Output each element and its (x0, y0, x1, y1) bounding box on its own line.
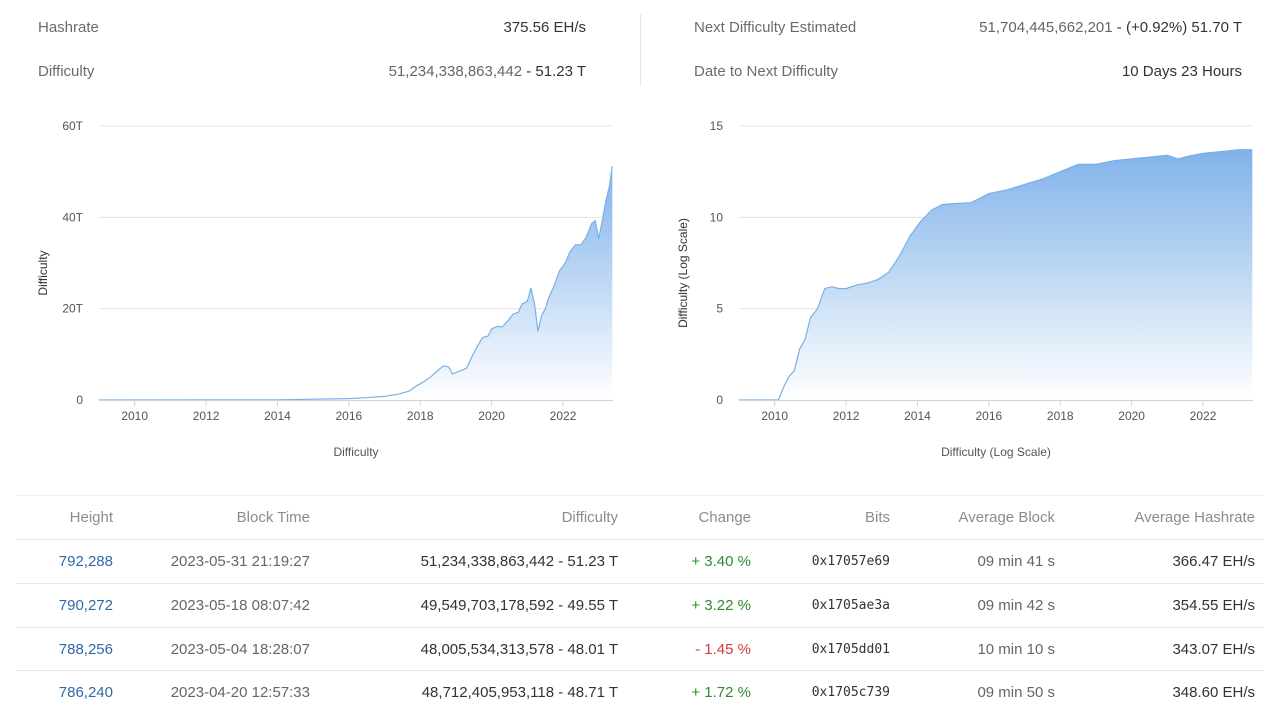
table-row: 788,256 2023-05-04 18:28:07 48,005,534,313… (16, 626, 1264, 671)
header-height[interactable]: Height (69, 509, 113, 526)
change-cell: - 1.45 % (695, 640, 751, 658)
series-line (98, 166, 613, 401)
difficulty-cell: 48,005,534,313,578 - 48.01 T (420, 640, 618, 658)
header-average-hashrate[interactable]: Average Hashrate (1134, 509, 1255, 526)
x-tick-label: 2012 (833, 409, 860, 423)
difficulty-cell: 48,712,405,953,118 - 48.71 T (421, 684, 618, 702)
block-time-cell: 2023-05-04 18:28:07 (170, 640, 310, 658)
hashrate-row: Hashrate 375.56 EH/s (38, 16, 586, 40)
hashrate-label: Hashrate (38, 19, 99, 36)
next-difficulty-value-suffix: - (+0.92%) 51.70 T (1112, 19, 1242, 36)
stats-divider (640, 14, 641, 86)
average-hashrate-cell: 354.55 EH/s (1172, 596, 1255, 614)
x-tick-label: 2020 (478, 409, 505, 423)
table-row: 790,272 2023-05-18 08:07:42 49,549,703,178… (16, 582, 1264, 627)
header-difficulty[interactable]: Difficulty (561, 509, 618, 526)
block-time-cell: 2023-05-18 08:07:42 (170, 596, 310, 614)
network-stats-right: Next Difficulty Estimated 51,704,445,662… (694, 0, 1242, 100)
area-fill (739, 149, 1253, 400)
x-tick-label: 2014 (264, 409, 291, 423)
x-tick-label: 2010 (121, 409, 148, 423)
bits-cell: 0x1705dd01 (811, 641, 890, 657)
x-tick-label: 2022 (550, 409, 577, 423)
block-height-cell: 788,256 (59, 628, 113, 671)
header-change[interactable]: Change (698, 509, 751, 526)
difficulty-chart-svg: 0 20T 40T 60T 2010 2012 2014 2016 2018 2020 2022 Di… (36, 119, 613, 459)
y-tick-label: 0 (76, 393, 83, 407)
difficulty-history-table: Height Block Time Difficulty Change Bits… (16, 495, 1264, 714)
x-tick-label: 2010 (761, 409, 788, 423)
y-tick-label: 40T (62, 210, 83, 224)
table-header-row: Height Block Time Difficulty Change Bits… (16, 495, 1264, 539)
x-tick-label: 2016 (336, 409, 363, 423)
difficulty-value-main: 51,234,338,863,442 (388, 63, 523, 80)
block-height-link[interactable]: 788,256 (58, 640, 113, 658)
block-height-link[interactable]: 792,288 (58, 553, 113, 570)
header-bits[interactable]: Bits (864, 509, 890, 526)
change-cell: + 3.40 % (691, 553, 751, 570)
next-difficulty-row: Next Difficulty Estimated 51,704,445,662… (694, 16, 1242, 40)
difficulty-cell: 51,234,338,863,442 - 51.23 T (420, 553, 618, 570)
y-tick-label: 15 (710, 119, 724, 133)
average-block-cell: 09 min 50 s (977, 684, 1055, 702)
difficulty-value: 51,234,338,863,442 - 51.23 T (389, 60, 586, 84)
series-line (739, 149, 1253, 401)
difficulty-value-suffix: - 51.23 T (522, 63, 586, 80)
average-block-cell: 09 min 41 s (977, 553, 1055, 570)
change-cell: + 3.22 % (691, 596, 751, 614)
area-fill (99, 166, 613, 400)
y-tick-label: 5 (716, 302, 723, 316)
average-hashrate-cell: 343.07 EH/s (1172, 640, 1255, 658)
hashrate-value: 375.56 EH/s (503, 19, 586, 36)
y-tick-label: 10 (710, 210, 724, 224)
bits-cell: 0x1705ae3a (811, 597, 890, 613)
x-tick-label: 2018 (407, 409, 434, 423)
block-height-link[interactable]: 790,272 (58, 596, 113, 614)
average-hashrate-cell: 366.47 EH/s (1172, 553, 1255, 570)
difficulty-label: Difficulty (38, 63, 95, 80)
network-stats-left: Hashrate 375.56 EH/s Difficulty 51,234,3… (38, 0, 586, 100)
y-axis-title: Difficulty (Log Scale) (676, 218, 690, 328)
table-body: 792,288 2023-05-31 21:19:27 51,234,338,863… (16, 539, 1264, 714)
difficulty-log-chart: 0 5 10 15 2010 2012 2014 2016 2018 2020 2022 Diffic… (650, 105, 1270, 475)
x-tick-label: 2020 (1118, 409, 1145, 423)
next-difficulty-date-row: Date to Next Difficulty 10 Days 23 Hours (694, 60, 1242, 84)
change-cell: + 1.72 % (691, 684, 751, 702)
bits-cell: 0x1705c739 (811, 685, 890, 701)
y-tick-label: 0 (716, 393, 723, 407)
table-row: 786,240 2023-04-20 12:57:33 48,712,405,953… (16, 670, 1264, 714)
header-block-time[interactable]: Block Time (236, 509, 310, 526)
block-height-cell: 792,288 (59, 540, 113, 583)
average-block-cell: 09 min 42 s (977, 596, 1055, 614)
x-tick-label: 2012 (193, 409, 220, 423)
next-difficulty-value: 51,704,445,662,201 - (+0.92%) 51.70 T (979, 16, 1242, 40)
y-tick-label: 20T (62, 302, 83, 316)
difficulty-cell: 49,549,703,178,592 - 49.55 T (420, 596, 618, 614)
difficulty-log-chart-svg: 0 5 10 15 2010 2012 2014 2016 2018 2020 2022 Diffic… (676, 119, 1253, 459)
next-difficulty-date-label: Date to Next Difficulty (694, 63, 838, 80)
table-row: 792,288 2023-05-31 21:19:27 51,234,338,863… (16, 539, 1264, 583)
y-axis-title: Difficulty (36, 250, 50, 295)
block-height-link[interactable]: 786,240 (58, 684, 113, 702)
average-block-cell: 10 min 10 s (977, 640, 1055, 658)
difficulty-chart: 0 20T 40T 60T 2010 2012 2014 2016 2018 2020 2022 Di… (10, 105, 630, 475)
x-tick-label: 2016 (976, 409, 1003, 423)
header-average-block[interactable]: Average Block (958, 509, 1055, 526)
x-axis-title: Difficulty (333, 445, 378, 459)
x-tick-label: 2022 (1190, 409, 1217, 423)
x-tick-label: 2014 (904, 409, 931, 423)
block-height-cell: 790,272 (59, 584, 113, 627)
x-tick-label: 2018 (1047, 409, 1074, 423)
next-difficulty-date-value: 10 Days 23 Hours (1121, 63, 1242, 80)
average-hashrate-cell: 348.60 EH/s (1172, 684, 1255, 702)
next-difficulty-value-main: 51,704,445,662,201 (979, 19, 1113, 36)
next-difficulty-label: Next Difficulty Estimated (694, 19, 857, 36)
bits-cell: 0x17057e69 (811, 554, 890, 569)
y-tick-label: 60T (62, 119, 83, 133)
block-time-cell: 2023-05-31 21:19:27 (170, 553, 310, 570)
block-height-cell: 786,240 (59, 671, 113, 714)
x-axis-title: Difficulty (Log Scale) (941, 445, 1051, 459)
difficulty-row: Difficulty 51,234,338,863,442 - 51.23 T (38, 60, 586, 84)
block-time-cell: 2023-04-20 12:57:33 (170, 684, 310, 702)
